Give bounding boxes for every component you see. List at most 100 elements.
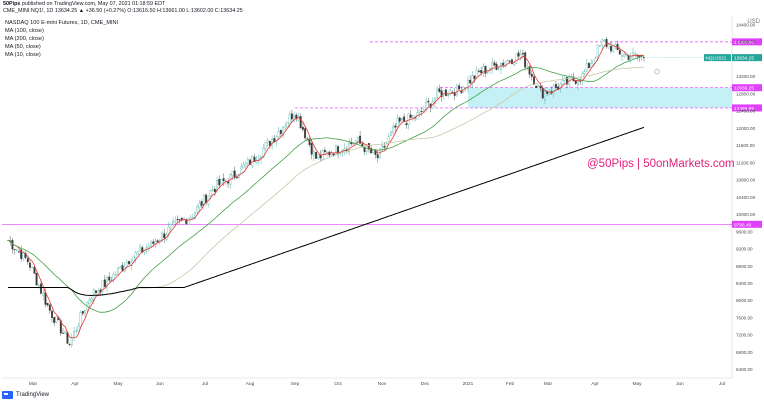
candle-body bbox=[249, 159, 252, 165]
candle-body bbox=[244, 163, 247, 166]
candle-body bbox=[466, 80, 469, 89]
ma-line bbox=[8, 126, 645, 297]
candle-body bbox=[79, 312, 82, 327]
candle-body bbox=[356, 137, 359, 143]
candle-body bbox=[97, 290, 100, 294]
candle-body bbox=[299, 116, 302, 129]
candle-body bbox=[599, 45, 601, 47]
candle-body bbox=[317, 154, 320, 158]
candle-body bbox=[484, 65, 487, 74]
candle-body bbox=[75, 330, 78, 332]
candle-body bbox=[352, 143, 355, 145]
legend-ma200[interactable]: MA (200, close) bbox=[5, 36, 44, 42]
candle-body bbox=[378, 148, 381, 159]
candle-body bbox=[108, 276, 111, 281]
ma-line bbox=[95, 66, 645, 296]
legend-title[interactable]: NASDAQ 100 E-mini Futures, 1D, CME_MINI bbox=[5, 20, 119, 26]
header-symbol-line: CME_MINI:NQ1!, 1D 13634.25 ▲ +36.50 (+0.… bbox=[3, 8, 243, 15]
y-tick-label: 9200.00 bbox=[736, 247, 753, 252]
candle-body bbox=[370, 148, 373, 154]
settings-corner[interactable]: USD bbox=[747, 19, 760, 25]
candle-body bbox=[139, 246, 141, 252]
x-tick-label: Nov bbox=[378, 381, 387, 387]
candle-body bbox=[359, 135, 362, 144]
candle-body bbox=[389, 131, 392, 137]
candle-body bbox=[119, 266, 122, 269]
candle-body bbox=[51, 310, 53, 318]
candle-body bbox=[185, 219, 188, 224]
candle-body bbox=[506, 60, 509, 62]
legend-ma10[interactable]: MA (10, close) bbox=[5, 52, 41, 58]
candle-body bbox=[438, 88, 441, 92]
candle-body bbox=[555, 84, 557, 88]
x-tick-label: Jul bbox=[719, 381, 725, 387]
price-level-tag bbox=[732, 220, 762, 228]
x-tick-label: Jun bbox=[156, 381, 164, 387]
candle-body bbox=[535, 85, 538, 88]
candle-body bbox=[544, 91, 546, 100]
candle-body bbox=[121, 265, 124, 271]
legend-ma50[interactable]: MA (50, close) bbox=[5, 44, 41, 50]
x-tick-label: Sep bbox=[291, 381, 300, 387]
candle-body bbox=[363, 147, 366, 152]
candle-body bbox=[53, 317, 56, 323]
candle-body bbox=[169, 224, 172, 229]
price-level-label: 9766.40 bbox=[734, 222, 752, 228]
header-publisher-line: 50Pips published on TradingView.com, May… bbox=[3, 1, 165, 8]
price-level-tag bbox=[732, 104, 762, 112]
candle-body bbox=[310, 143, 313, 155]
candle-body bbox=[577, 81, 579, 86]
x-tick-label: Jun bbox=[676, 381, 684, 387]
candle-body bbox=[436, 89, 439, 98]
candle-body bbox=[163, 233, 166, 239]
candle-body bbox=[277, 131, 280, 137]
y-tick-label: 12400.00 bbox=[736, 109, 756, 114]
candle-body bbox=[537, 85, 540, 87]
price-level-label: 12466.99 bbox=[734, 106, 754, 112]
candle-body bbox=[308, 138, 311, 145]
candle-body bbox=[70, 337, 73, 346]
candle-body bbox=[387, 136, 390, 142]
candle-body bbox=[469, 79, 472, 84]
symbol-ohlc: CME_MINI:NQ1!, 1D 13634.25 ▲ +36.50 (+0.… bbox=[3, 8, 243, 14]
candle-body bbox=[18, 251, 20, 253]
candle-body bbox=[279, 130, 282, 134]
x-tick-label: Dec bbox=[421, 381, 430, 387]
legend-ma100[interactable]: MA (100, close) bbox=[5, 28, 44, 34]
candle-body bbox=[334, 145, 337, 156]
candle-body bbox=[605, 39, 608, 47]
candle-body bbox=[125, 262, 128, 267]
x-tick-label: May bbox=[113, 381, 123, 387]
price-level-tag bbox=[732, 38, 762, 46]
candle-body bbox=[511, 59, 513, 64]
y-tick-label: 8800.00 bbox=[736, 264, 753, 269]
support-zone bbox=[468, 87, 732, 108]
candle-body bbox=[440, 90, 443, 98]
price-level-tag bbox=[732, 84, 762, 92]
candle-body bbox=[253, 156, 256, 162]
candle-body bbox=[559, 84, 562, 89]
x-tick-label: Apr bbox=[71, 381, 79, 387]
candle-body bbox=[621, 55, 623, 57]
candle-body bbox=[455, 84, 458, 95]
candle-body bbox=[513, 62, 516, 66]
candle-body bbox=[396, 118, 399, 127]
x-tick-label: May bbox=[632, 381, 642, 387]
currency-icon[interactable]: USD bbox=[747, 19, 760, 25]
candle-body bbox=[354, 140, 357, 143]
candle-body bbox=[222, 178, 225, 181]
candle-body bbox=[48, 304, 51, 311]
candle-body bbox=[90, 298, 93, 302]
candle-body bbox=[161, 232, 163, 242]
replay-icon[interactable] bbox=[654, 68, 660, 75]
candle-body bbox=[618, 50, 621, 55]
candle-body bbox=[482, 66, 485, 74]
candle-body bbox=[103, 279, 106, 287]
candle-body bbox=[64, 330, 67, 334]
y-tick-label: 7200.00 bbox=[736, 333, 753, 338]
symbol-tag bbox=[704, 54, 731, 62]
footer-brand: TradingView bbox=[16, 392, 50, 398]
candle-body bbox=[295, 114, 298, 120]
candle-body bbox=[246, 159, 249, 164]
